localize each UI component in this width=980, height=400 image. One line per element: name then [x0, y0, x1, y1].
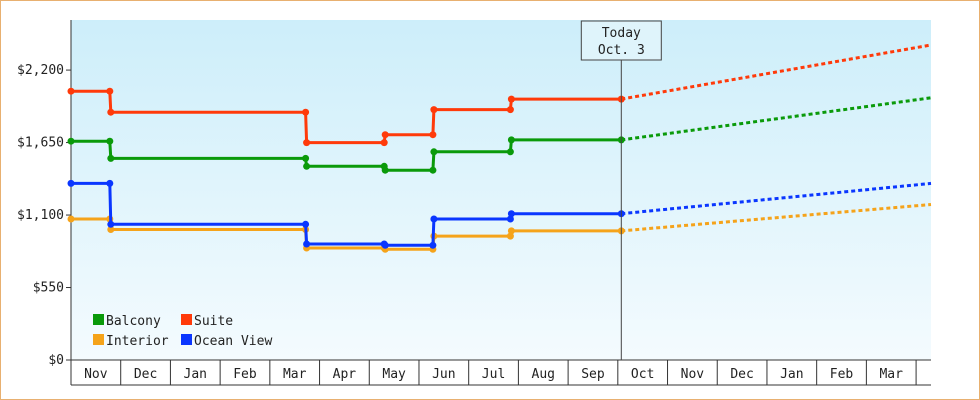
y-tick-label: $1,650 [17, 136, 64, 151]
x-tick-label: Oct [631, 367, 654, 382]
data-point [507, 227, 515, 235]
legend-swatch [181, 334, 192, 345]
x-tick-label: Jan [184, 367, 207, 382]
series-ocean-view [67, 179, 932, 249]
data-point [507, 210, 515, 218]
data-point [106, 179, 114, 187]
plot-background [71, 20, 931, 360]
data-point [506, 232, 514, 240]
data-point [303, 240, 311, 248]
data-point [67, 215, 75, 223]
data-point [380, 139, 388, 147]
data-point [302, 220, 310, 228]
y-tick-label: $2,200 [17, 63, 64, 78]
data-point [67, 87, 75, 95]
data-point [429, 166, 437, 174]
data-point [106, 137, 114, 145]
y-tick-label: $0 [48, 353, 64, 368]
x-tick-label: Dec [134, 367, 157, 382]
projection-line [621, 96, 932, 142]
series-layer [67, 43, 932, 253]
x-tick-label: Jul [482, 367, 505, 382]
data-point [381, 241, 389, 249]
data-point [67, 179, 75, 187]
y-tick-label: $1,100 [17, 208, 64, 223]
data-point [107, 220, 115, 228]
x-tick-label: Dec [730, 367, 753, 382]
series-balcony [67, 96, 932, 174]
data-point [107, 154, 115, 162]
data-point [430, 148, 438, 156]
x-tick-label: Aug [532, 367, 555, 382]
data-point [506, 106, 514, 114]
x-tick-label: Mar [283, 367, 307, 382]
data-point [303, 139, 311, 147]
data-point [302, 154, 310, 162]
data-point [506, 215, 514, 223]
data-point [302, 108, 310, 116]
data-point [430, 106, 438, 114]
x-tick-label: Jun [432, 367, 455, 382]
legend-swatch [93, 314, 104, 325]
legend: Balcony Suite Interior Ocean View [93, 314, 272, 349]
data-point [303, 162, 311, 170]
y-axis: $0 $550 $1,100 $1,650 $2,200 [17, 20, 72, 368]
data-point [429, 241, 437, 249]
x-tick-label: Feb [830, 367, 854, 382]
today-marker: Today Oct. 3 [580, 20, 662, 360]
data-point [107, 108, 115, 116]
x-tick-label: May [382, 367, 406, 382]
data-point [429, 131, 437, 139]
data-point [507, 95, 515, 103]
x-tick-label: Jan [780, 367, 803, 382]
data-point [507, 136, 515, 144]
data-point [381, 166, 389, 174]
x-axis: Nov Dec Jan Feb Mar Apr May Jun Jul Aug Sep Oct Nov D… [70, 359, 931, 386]
legend-label: Interior [106, 334, 169, 349]
x-tick-label: Sep [581, 367, 605, 382]
data-point [381, 131, 389, 139]
series-suite [67, 43, 932, 147]
today-box [580, 20, 662, 61]
data-point [430, 215, 438, 223]
legend-swatch [181, 314, 192, 325]
x-tick-label: Feb [233, 367, 257, 382]
projection-line [621, 43, 932, 101]
projection-line [621, 181, 932, 216]
legend-label: Ocean View [194, 334, 272, 349]
today-label: Today [602, 26, 641, 41]
y-tick-label: $550 [33, 281, 64, 296]
legend-label: Balcony [106, 314, 161, 329]
x-tick-label: Mar [879, 367, 903, 382]
legend-label: Suite [194, 314, 233, 329]
data-point [107, 226, 115, 233]
legend-swatch [93, 334, 104, 345]
x-tick-label: Apr [333, 367, 357, 382]
data-point [106, 87, 114, 95]
x-tick-label: Nov [84, 367, 108, 382]
today-date: Oct. 3 [598, 43, 645, 58]
x-tick-label: Nov [681, 367, 705, 382]
data-point [67, 137, 75, 145]
projection-line [621, 203, 932, 233]
data-point [506, 148, 514, 156]
